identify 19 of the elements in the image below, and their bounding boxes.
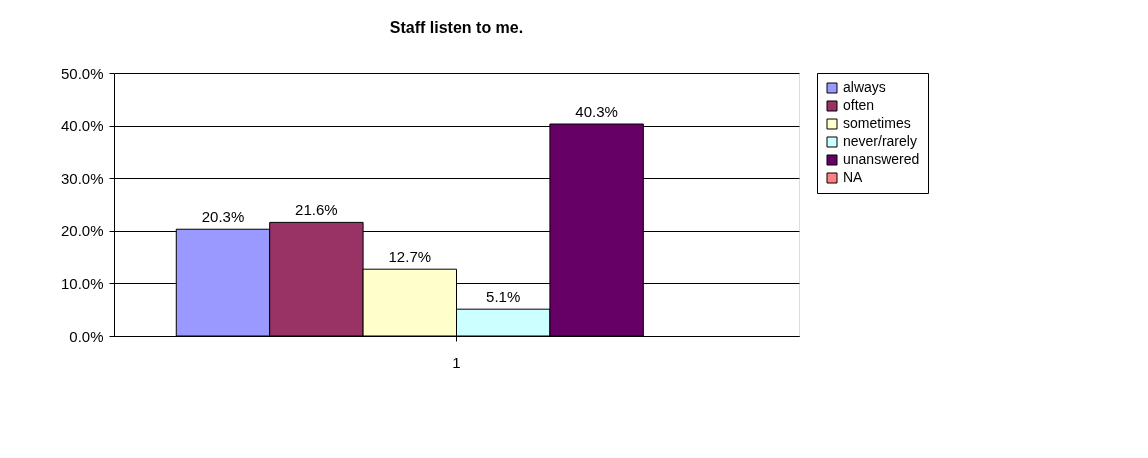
data-label: 20.3% <box>201 208 245 226</box>
legend-label: sometimes <box>843 115 911 131</box>
x-tick-label: 1 <box>452 353 461 371</box>
legend-label: never/rarely <box>843 133 917 149</box>
data-label: 21.6% <box>295 201 338 219</box>
y-tick-label: 10.0% <box>60 274 104 292</box>
data-label: 12.7% <box>388 248 432 266</box>
chart-title: Staff listen to me. <box>389 19 524 36</box>
y-tick-label: 20.0% <box>60 222 104 240</box>
y-tick-label: 50.0% <box>60 64 104 82</box>
legend-label: unanswered <box>843 151 920 167</box>
legend-label: NA <box>843 169 864 185</box>
legend-label: often <box>843 97 875 113</box>
data-label: 40.3% <box>575 103 618 121</box>
y-tick-label: 40.0% <box>60 117 104 135</box>
y-tick-label: 0.0% <box>69 327 104 345</box>
data-label: 5.1% <box>486 288 521 306</box>
y-tick-label: 30.0% <box>60 169 104 187</box>
legend-label: always <box>843 79 886 95</box>
